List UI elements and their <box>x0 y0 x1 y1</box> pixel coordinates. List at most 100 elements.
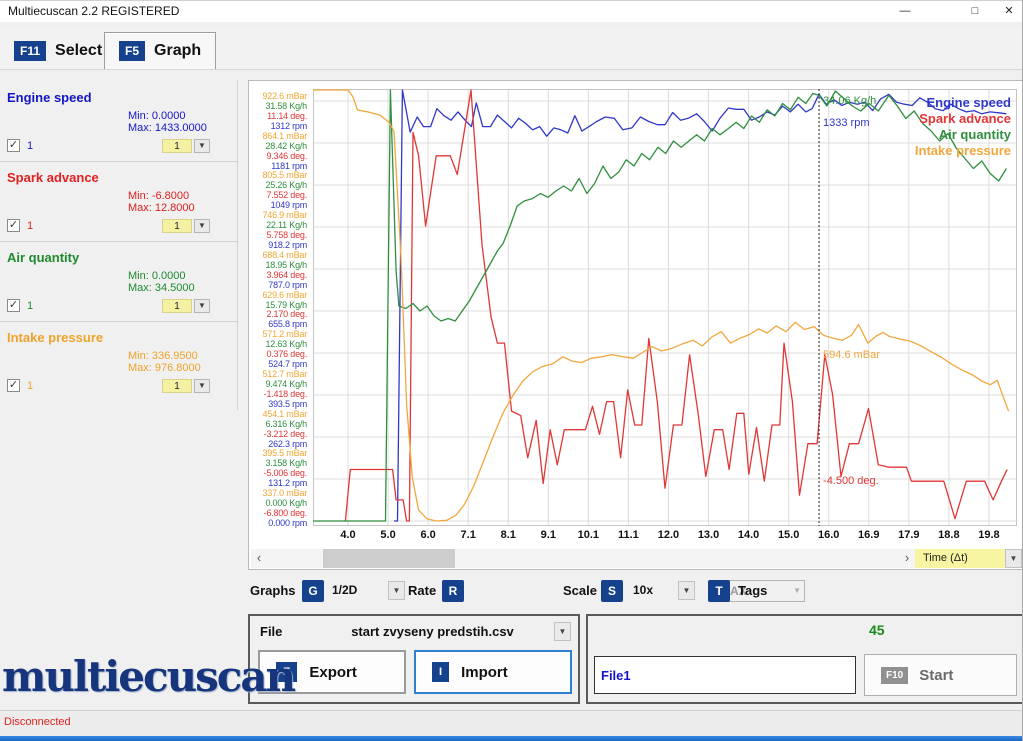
file-panel: File start zvyseny predstih.csv ▼ E Expo… <box>248 614 580 704</box>
scroll-right-icon[interactable]: › <box>904 550 910 565</box>
param-max: Max: 12.8000 <box>128 202 195 214</box>
param-checkbox[interactable]: ✓ <box>7 219 20 232</box>
export-label: Export <box>309 663 357 681</box>
export-key-badge: E <box>276 662 298 682</box>
chevron-down-icon[interactable]: ▼ <box>194 379 210 393</box>
plot-border <box>313 89 1017 526</box>
chevron-down-icon[interactable]: ▼ <box>1005 549 1022 568</box>
close-icon[interactable]: ✕ <box>1004 5 1014 17</box>
file-name-combo[interactable]: start zvyseny predstih.csv <box>351 624 514 639</box>
x-axis-tick: 8.1 <box>500 529 516 541</box>
graph-toolbar: Graphs G 1/2D ▼ Rate R MAX ▼ Scale S 10x… <box>248 578 1022 606</box>
x-axis-labels: 4.0 5.0 6.0 7.1 8.1 9.1 10.1 11.1 12.0 13.0 14.0 15… <box>249 529 1022 543</box>
param-channel: 1 <box>27 380 34 392</box>
chevron-down-icon[interactable]: ▼ <box>194 139 210 153</box>
legend-item: Engine speed <box>926 95 1011 110</box>
chevron-down-icon[interactable]: ▼ <box>678 581 695 600</box>
series-air-quantity <box>313 89 1007 522</box>
rate-label: Rate <box>408 583 437 598</box>
param-title: Air quantity <box>7 250 80 265</box>
y-axis-tick: 922.6 mBar <box>262 91 307 101</box>
param-scale-value[interactable]: 1 <box>162 139 192 153</box>
tab-select[interactable]: F11 Select <box>0 32 118 69</box>
param-max: Max: 34.5000 <box>128 282 195 294</box>
param-max: Max: 1433.0000 <box>128 122 207 134</box>
scale-key-badge: S <box>601 580 623 602</box>
parameter-sidebar: Engine speed Min: 0.0000 Max: 1433.0000 … <box>0 80 238 410</box>
x-axis-tick: 6.0 <box>420 529 436 541</box>
y-axis-tick: 1312 rpm <box>270 120 308 131</box>
param-checkbox[interactable]: ✓ <box>7 379 20 392</box>
x-axis-tick: 15.0 <box>777 529 800 541</box>
x-axis-tick: 14.0 <box>737 529 760 541</box>
maximize-icon[interactable]: □ <box>971 5 979 17</box>
scrollbar-track[interactable] <box>267 549 899 568</box>
y-axis-tick: 12.63 Kg/h <box>265 339 307 350</box>
y-axis-tick: 15.79 Kg/h <box>265 299 307 310</box>
x-axis-tick: 19.8 <box>978 529 1000 541</box>
param-scale-value[interactable]: 1 <box>162 299 192 313</box>
graphs-key-badge: G <box>302 580 324 602</box>
cursor-value-label: 34.06 Kg/h <box>823 95 877 107</box>
tab-graph[interactable]: F5 Graph <box>104 32 217 69</box>
graphs-combo[interactable]: 1/2D <box>332 583 358 597</box>
x-axis-tick: 18.8 <box>938 529 960 541</box>
scroll-left-icon[interactable]: ‹ <box>256 550 262 565</box>
chevron-down-icon[interactable]: ▼ <box>388 581 405 600</box>
y-axis-tick: 31.58 Kg/h <box>265 100 307 111</box>
y-axis-tick: 28.42 Kg/h <box>265 140 307 151</box>
y-axis-tick: 9.474 Kg/h <box>265 378 307 389</box>
app-logo: multiecuscan <box>2 652 296 701</box>
scrollbar-thumb[interactable] <box>323 549 455 568</box>
y-axis-tick: 3.964 deg. <box>266 269 307 280</box>
y-axis-labels: 922.6 mBar 31.58 Kg/h 11.14 deg. 1312 rpm 86… <box>249 89 309 528</box>
start-button[interactable]: F10 Start <box>864 654 1017 696</box>
series-intake-pressure <box>313 89 1010 522</box>
import-button[interactable]: I Import <box>414 650 572 694</box>
y-axis-tick: 746.9 mBar <box>262 210 307 221</box>
y-axis-tick: 0.000 rpm <box>268 517 307 528</box>
y-axis-tick: 524.7 rpm <box>268 359 307 370</box>
x-axis-tick: 10.1 <box>577 529 600 541</box>
scale-combo[interactable]: 10x <box>633 583 654 597</box>
y-axis-tick: 9.346 deg. <box>266 150 307 161</box>
param-spark-advance: Spark advance Min: -6.8000 Max: 12.8000 … <box>0 166 237 242</box>
param-scale-value[interactable]: 1 <box>162 379 192 393</box>
x-axis-tick: 4.0 <box>340 529 356 541</box>
export-button[interactable]: E Export <box>258 650 406 694</box>
y-axis-tick: 918.2 rpm <box>268 239 307 250</box>
param-title: Intake pressure <box>7 330 104 345</box>
window-title: Multiecuscan 2.2 REGISTERED <box>8 4 180 18</box>
x-axis-tick: 16.0 <box>818 529 840 541</box>
x-axis-tick: 17.9 <box>898 529 920 541</box>
y-axis-tick: 2.170 deg. <box>266 309 307 320</box>
param-max: Max: 976.8000 <box>128 362 201 374</box>
chevron-down-icon[interactable]: ▼ <box>554 622 571 641</box>
param-checkbox[interactable]: ✓ <box>7 299 20 312</box>
y-axis-tick: 805.5 mBar <box>262 170 307 181</box>
x-axis-selector[interactable]: Time (Δt) <box>915 549 1005 568</box>
y-axis-tick: 1049 rpm <box>270 200 308 211</box>
cursor-value-label: 1333 rpm <box>823 117 870 129</box>
chevron-down-icon[interactable]: ▼ <box>194 299 210 313</box>
plot-area: Engine speed Spark advance Air quantity Int… <box>313 89 1017 526</box>
y-axis-tick: 864.1 mBar <box>262 130 307 141</box>
param-checkbox[interactable]: ✓ <box>7 139 20 152</box>
import-key-badge: I <box>432 662 450 682</box>
y-axis-tick: -1.418 deg. <box>263 388 308 399</box>
x-axis-tick: 9.1 <box>540 529 556 541</box>
param-min: Min: -6.8000 <box>128 190 190 202</box>
param-title: Spark advance <box>7 170 99 185</box>
y-axis-tick: 688.4 mBar <box>262 249 307 260</box>
session-name-input[interactable] <box>594 656 856 694</box>
y-axis-tick: -6.800 deg. <box>263 508 308 519</box>
param-scale-value[interactable]: 1 <box>162 219 192 233</box>
y-axis-tick: 5.758 deg. <box>266 230 307 241</box>
chevron-down-icon[interactable]: ▼ <box>194 219 210 233</box>
y-axis-tick: 629.6 mBar <box>262 289 307 300</box>
y-axis-tick: -3.212 deg. <box>263 428 308 439</box>
minimize-icon[interactable]: — <box>899 5 911 17</box>
chart-scrollbar: ‹ › Time (Δt) ▼ <box>251 549 1022 568</box>
param-intake-pressure: Intake pressure Min: 336.9500 Max: 976.8… <box>0 326 237 402</box>
